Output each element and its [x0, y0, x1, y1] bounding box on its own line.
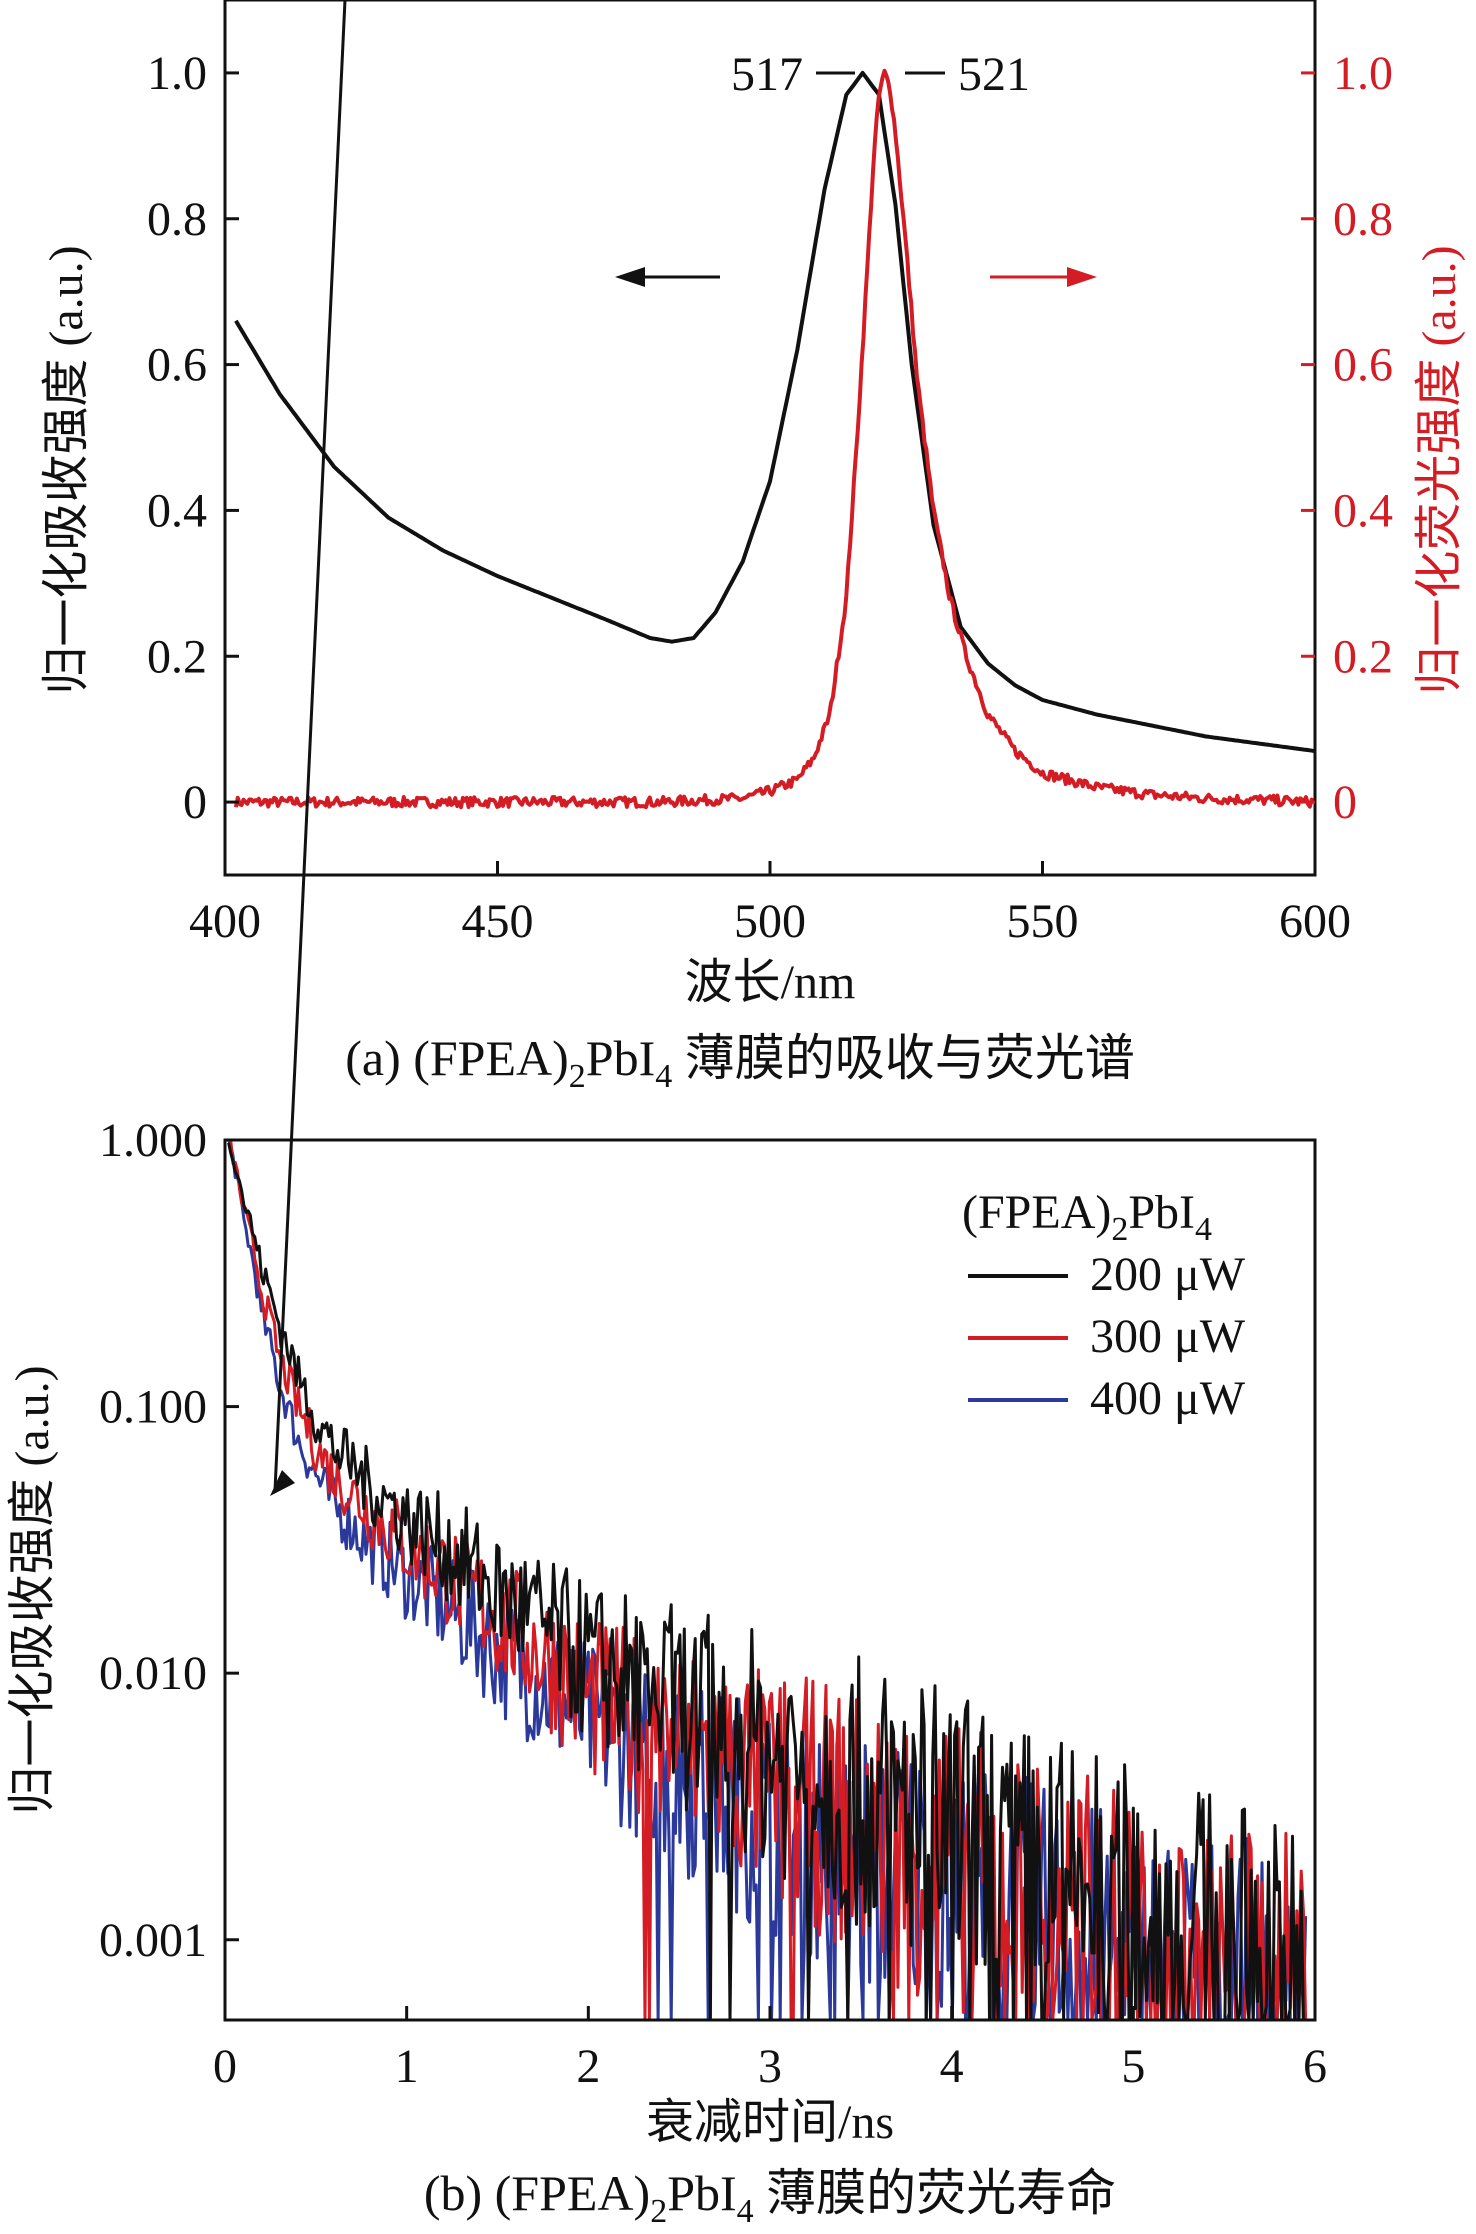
- panel-b-caption-sub2: 4: [737, 2193, 754, 2230]
- panel-b-y-tick-label: 0.010: [99, 1647, 207, 1700]
- panel-a-x-tick-label: 600: [1279, 895, 1351, 948]
- legend-title-sub: 2: [1111, 1211, 1128, 1248]
- panel-a-y-axis-label-right: 归一化荧光强度 (a.u.): [1413, 245, 1466, 694]
- panel-a-caption-suffix: 薄膜的吸收与荧光谱: [672, 1030, 1135, 1086]
- panel-b-caption-suffix: 薄膜的荧光寿命: [754, 2165, 1117, 2221]
- panel-b-legend: (FPEA)2PbI4 200 μW 300 μW 400 μW: [962, 1186, 1246, 1425]
- panel-b: 0 1 2 3 4 5 6 0.001 0.010 0.100 1.000 衰减时间/ns 归一化…: [6, 0, 1327, 2230]
- panel-a-x-tick-label: 450: [462, 895, 534, 948]
- panel-b-caption: (b) (FPEA)2PbI4 薄膜的荧光寿命: [424, 2165, 1116, 2230]
- panel-b-x-tick-label: 5: [1121, 2040, 1145, 2093]
- panel-b-caption-mid: PbI: [667, 2165, 736, 2221]
- legend-label: 200 μW: [1090, 1248, 1246, 1301]
- panel-a-y-tick-label-right: 0: [1333, 776, 1357, 829]
- annotation-peak-517: 517: [731, 48, 803, 101]
- panel-a-caption-prefix: (a) (FPEA): [345, 1030, 569, 1086]
- panel-a-y-tick-label-left: 0.4: [147, 484, 207, 537]
- power-trend-arrow: [270, 0, 347, 1496]
- panel-b-x-tick-label: 4: [940, 2040, 964, 2093]
- panel-a-y-tick-label-right: 0.4: [1333, 484, 1393, 537]
- panel-a-x-ticks: 400 450 500 550 600: [189, 861, 1351, 948]
- panel-a-y-tick-label-right: 0.8: [1333, 193, 1393, 246]
- panel-a-caption-sub: 2: [569, 1058, 586, 1095]
- panel-a-y-tick-label-left: 0.2: [147, 630, 207, 683]
- panel-a-caption-mid: PbI: [586, 1030, 655, 1086]
- panel-b-y-tick-label: 0.001: [99, 1914, 207, 1967]
- panel-a: 400 450 500 550 600 0 0.2 0.4 0.6 0.8 1.0 0 0.2 0.4…: [40, 0, 1466, 1095]
- legend-label: 400 μW: [1090, 1372, 1246, 1425]
- panel-a-x-tick-label: 550: [1007, 895, 1079, 948]
- panel-b-x-tick-label: 3: [758, 2040, 782, 2093]
- panel-b-x-ticks: 0 1 2 3 4 5 6: [213, 2006, 1327, 2093]
- legend-label: 300 μW: [1090, 1310, 1246, 1363]
- panel-b-caption-sub: 2: [650, 2193, 667, 2230]
- left-axis-arrow: [615, 267, 720, 287]
- panel-b-x-tick-label: 0: [213, 2040, 237, 2093]
- legend-title-mid: PbI: [1128, 1186, 1195, 1239]
- panel-a-y-tick-label-left: 0.8: [147, 193, 207, 246]
- panel-a-x-tick-label: 500: [734, 895, 806, 948]
- panel-a-y-tick-label-right: 0.6: [1333, 339, 1393, 392]
- panel-a-y-tick-label-left: 1.0: [147, 47, 207, 100]
- annotation-peak-521: 521: [958, 48, 1030, 101]
- panel-a-series-photoluminescence: [233, 68, 1316, 810]
- panel-b-x-axis-label: 衰减时间/ns: [646, 2096, 894, 2149]
- panel-a-y-tick-label-right: 1.0: [1333, 47, 1393, 100]
- panel-a-x-axis-label: 波长/nm: [685, 956, 856, 1009]
- panel-a-curves: [233, 68, 1316, 810]
- panel-b-curves: [227, 1138, 1308, 2022]
- panel-a-y-axis-label-left: 归一化吸收强度 (a.u.): [40, 245, 93, 694]
- panel-b-y-ticks: 0.001 0.010 0.100 1.000: [99, 1114, 239, 1967]
- right-axis-arrow: [990, 267, 1097, 287]
- panel-a-series-absorption: [234, 70, 1316, 753]
- legend-title-prefix: (FPEA): [962, 1186, 1111, 1239]
- panel-b-x-tick-label: 6: [1303, 2040, 1327, 2093]
- panel-a-y-ticks-right: 0 0.2 0.4 0.6 0.8 1.0: [1301, 47, 1393, 829]
- legend-title-sub2: 4: [1195, 1211, 1212, 1248]
- panel-b-y-tick-label: 1.000: [99, 1114, 207, 1167]
- panel-b-y-tick-label: 0.100: [99, 1381, 207, 1434]
- panel-b-x-tick-label: 1: [395, 2040, 419, 2093]
- panel-b-series-200-μW: [227, 1142, 1306, 2022]
- panel-a-x-tick-label: 400: [189, 895, 261, 948]
- panel-b-x-tick-label: 2: [576, 2040, 600, 2093]
- panel-a-caption: (a) (FPEA)2PbI4 薄膜的吸收与荧光谱: [345, 1030, 1135, 1095]
- legend-title: (FPEA)2PbI4: [962, 1186, 1212, 1248]
- panel-a-y-tick-label-left: 0.6: [147, 339, 207, 392]
- panel-b-caption-prefix: (b) (FPEA): [424, 2165, 650, 2221]
- panel-a-y-ticks-left: 0 0.2 0.4 0.6 0.8 1.0: [147, 47, 239, 829]
- panel-a-frame: [223, 0, 1317, 877]
- panel-b-y-axis-label: 归一化吸收强度 (a.u.): [6, 1365, 59, 1814]
- panel-a-y-tick-label-right: 0.2: [1333, 630, 1393, 683]
- panel-a-y-tick-label-left: 0: [183, 776, 207, 829]
- panel-a-caption-sub2: 4: [655, 1058, 672, 1095]
